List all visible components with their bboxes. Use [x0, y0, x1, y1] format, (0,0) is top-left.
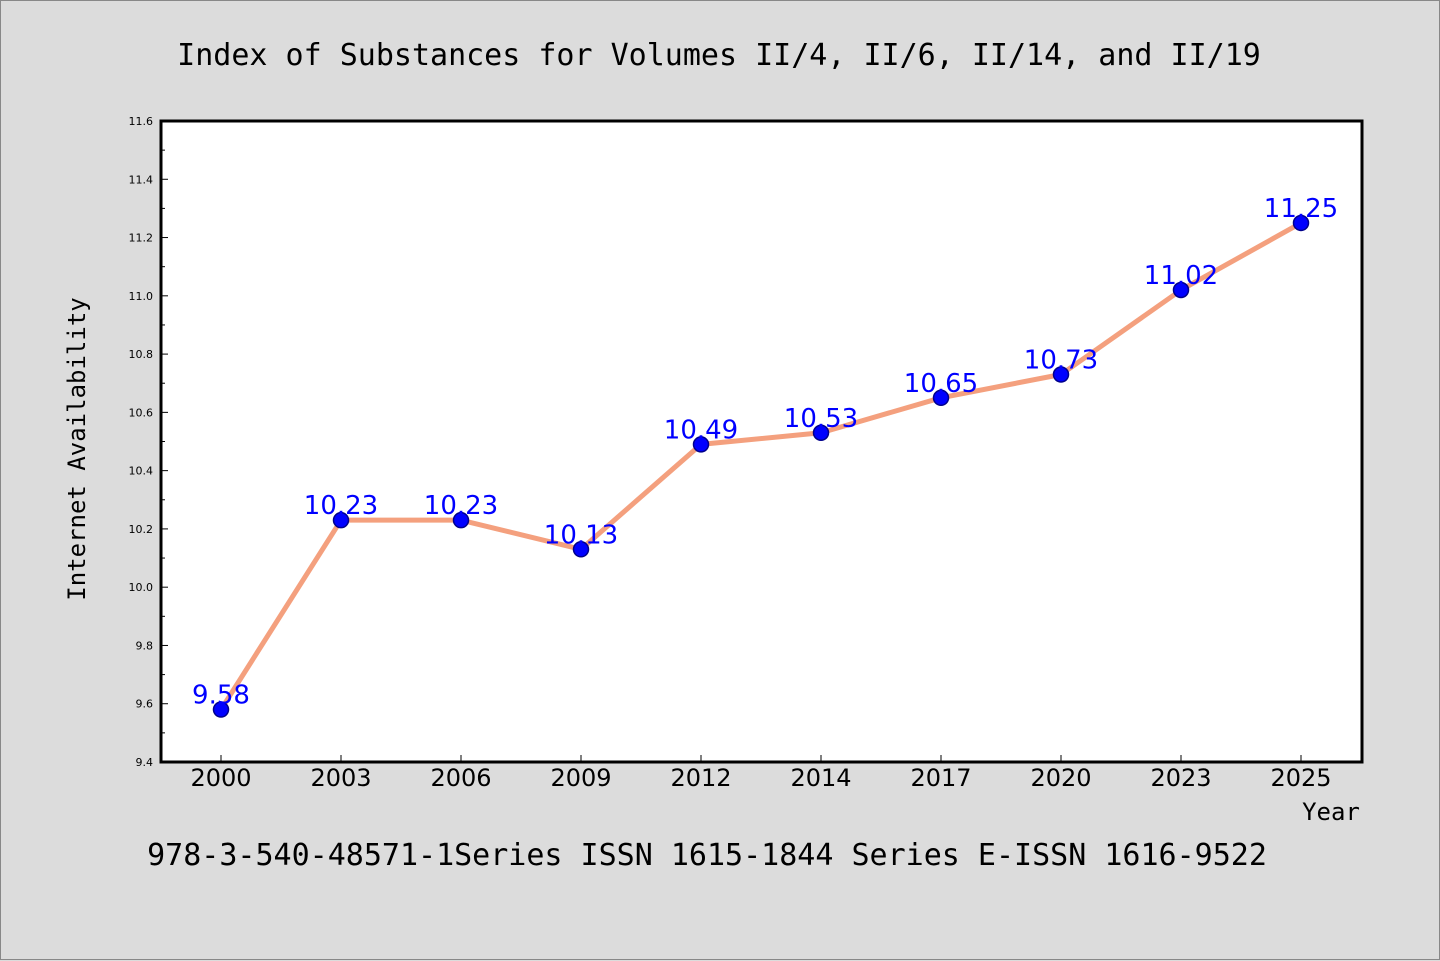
data-label: 10.73	[1024, 345, 1098, 375]
data-point-marker	[1052, 366, 1070, 383]
data-labels: 9.58 10.23 10.23 10.13 10.49 10.53 10.65 10.73 1…	[192, 194, 1338, 711]
series-internet-availability	[212, 214, 1310, 718]
data-label: 10.23	[304, 491, 378, 521]
x-tick-label: 2014	[790, 764, 851, 792]
x-tick-label: 2020	[1030, 764, 1091, 792]
data-label: 10.49	[664, 415, 738, 445]
data-point-marker	[452, 511, 470, 529]
data-label: 10.13	[544, 520, 618, 550]
x-axis-title: Year	[1302, 798, 1360, 826]
x-tick-label: 2012	[670, 764, 731, 792]
data-label: 9.58	[192, 681, 250, 711]
data-point-marker	[692, 436, 710, 453]
data-point-marker	[1292, 214, 1310, 232]
x-tick-label: 2006	[430, 764, 491, 792]
x-tick-label: 2000	[190, 764, 251, 792]
y-tick-label: 10.8	[129, 348, 154, 361]
chart-title: Index of Substances for Volumes II/4, II…	[177, 38, 1261, 73]
y-tick-label: 10.2	[129, 523, 154, 536]
y-tick-label: 9.8	[136, 639, 154, 652]
x-tick-label: 2017	[910, 764, 971, 792]
chart-footer-text: 978-3-540-48571-1Series ISSN 1615-1844 S…	[147, 838, 1267, 873]
y-axis-title: Internet Availability	[63, 297, 91, 600]
y-tick-label: 10.0	[129, 581, 154, 594]
data-point-marker	[332, 511, 350, 529]
data-label: 10.23	[424, 491, 498, 521]
series-line	[218, 220, 1304, 713]
y-tick-label: 11.6	[129, 115, 154, 128]
x-tick-label: 2009	[550, 764, 611, 792]
data-label: 10.65	[904, 369, 978, 399]
x-axis: 2000 2003 2006 2009 2012 2014 2017 2020 2023 2025	[190, 755, 1332, 792]
y-tick-label: 11.2	[129, 232, 154, 245]
data-point-marker	[1172, 281, 1190, 299]
y-tick-label: 10.6	[129, 406, 154, 419]
y-tick-label: 9.6	[136, 698, 154, 711]
y-tick-label: 10.4	[129, 465, 154, 478]
data-point-marker	[932, 389, 950, 407]
x-tick-label: 2025	[1270, 764, 1331, 792]
data-point-marker	[572, 541, 590, 558]
y-tick-label: 9.4	[136, 756, 154, 769]
y-tick-label: 11.4	[129, 173, 154, 186]
data-point-marker	[812, 424, 830, 442]
plot-area	[159, 119, 1364, 764]
y-axis: 9.4 9.6 9.8 10.0 10.2 10.4 10.6 10.8 11.0 11.2 11.…	[129, 115, 168, 769]
x-tick-label: 2003	[310, 764, 371, 792]
data-label: 11.25	[1264, 194, 1338, 224]
data-label: 11.02	[1144, 261, 1218, 291]
data-point-marker	[212, 701, 230, 718]
x-tick-label: 2023	[1150, 764, 1211, 792]
data-label: 10.53	[784, 404, 858, 434]
y-tick-label: 11.0	[129, 290, 154, 303]
